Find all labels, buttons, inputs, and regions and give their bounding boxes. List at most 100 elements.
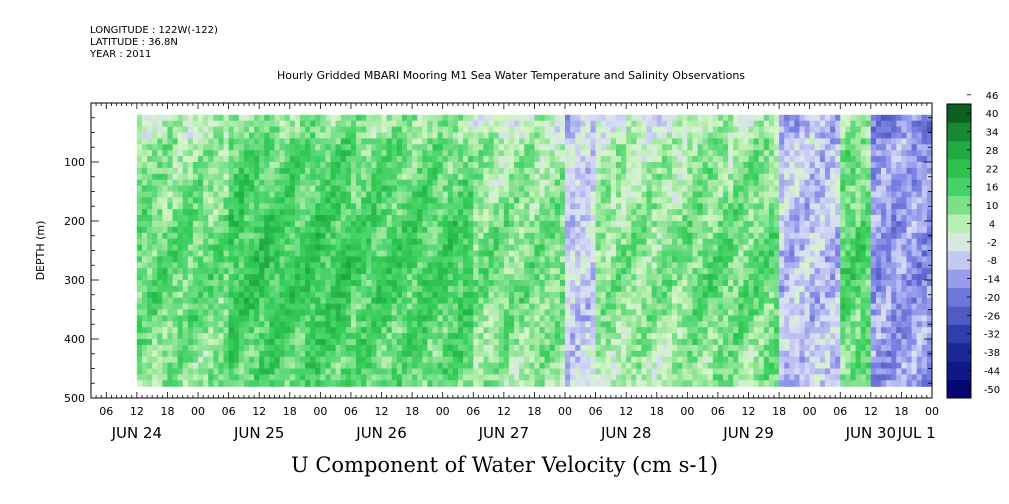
heatmap-cell: [641, 285, 648, 293]
heatmap-cell: [600, 203, 607, 210]
heatmap-cell: [152, 297, 158, 305]
heatmap-cell: [264, 339, 270, 346]
heatmap-cell: [254, 362, 260, 370]
heatmap-cell: [136, 256, 143, 263]
heatmap-cell: [325, 209, 332, 216]
heatmap-cell: [493, 215, 500, 222]
heatmap-cell: [223, 309, 230, 316]
heatmap-cell: [259, 321, 265, 328]
heatmap-cell: [274, 162, 281, 169]
heatmap-cell: [330, 256, 337, 263]
heatmap-cell: [284, 315, 291, 322]
heatmap-cell: [661, 327, 668, 334]
heatmap-cell: [356, 274, 362, 281]
heatmap-cell: [157, 144, 163, 151]
heatmap-cell: [498, 250, 505, 257]
heatmap-cell: [656, 221, 663, 228]
heatmap-cell: [289, 362, 296, 370]
heatmap-cell: [503, 339, 510, 346]
heatmap-cell: [427, 150, 434, 157]
heatmap-cell: [289, 374, 296, 381]
heatmap-cell: [656, 350, 663, 358]
heatmap-cell: [366, 291, 372, 299]
heatmap-cell: [310, 150, 316, 157]
heatmap-cell: [432, 297, 439, 305]
heatmap-cell: [529, 238, 536, 246]
heatmap-cell: [503, 315, 510, 322]
heatmap-cell: [376, 150, 383, 157]
heatmap-cell: [310, 268, 316, 275]
heatmap-cell: [544, 185, 551, 193]
heatmap-cell: [514, 114, 520, 122]
heatmap-cell: [442, 350, 449, 358]
heatmap-cell: [590, 144, 597, 151]
heatmap-cell: [330, 132, 337, 139]
heatmap-cell: [432, 309, 439, 316]
heatmap-cell: [468, 285, 474, 293]
heatmap-cell: [366, 197, 372, 204]
heatmap-cell: [371, 185, 378, 193]
heatmap-cell: [233, 120, 240, 128]
heatmap-cell: [457, 126, 464, 134]
heatmap-cell: [407, 303, 413, 311]
heatmap-cell: [167, 374, 174, 381]
heatmap-cell: [386, 315, 393, 322]
heatmap-cell: [544, 209, 551, 216]
heatmap-cell: [350, 144, 357, 151]
heatmap-cell: [192, 309, 199, 316]
heatmap-cell: [141, 114, 148, 122]
heatmap-cell: [437, 173, 444, 181]
heatmap-cell: [559, 138, 566, 145]
heatmap-cell: [498, 339, 505, 346]
heatmap-cell: [534, 356, 541, 364]
heatmap-cell: [595, 274, 602, 281]
heatmap-cell: [279, 114, 286, 122]
heatmap-cell: [141, 315, 148, 322]
heatmap-cell: [570, 167, 576, 175]
heatmap-cell: [580, 297, 587, 305]
heatmap-cell: [559, 144, 566, 151]
heatmap-cell: [432, 380, 439, 387]
heatmap-cell: [228, 209, 235, 216]
heatmap-cell: [345, 144, 352, 151]
heatmap-cell: [208, 179, 214, 187]
heatmap-cell: [534, 144, 541, 151]
heatmap-cell: [141, 221, 148, 228]
heatmap-cell: [274, 374, 281, 381]
heatmap-cell: [682, 221, 688, 228]
heatmap-cell: [284, 138, 291, 145]
heatmap-cell: [361, 356, 367, 364]
heatmap-cell: [442, 268, 449, 275]
heatmap-cell: [407, 327, 413, 334]
heatmap-cell: [345, 274, 352, 281]
heatmap-cell: [483, 291, 490, 299]
heatmap-cell: [498, 162, 505, 169]
heatmap-cell: [626, 368, 632, 375]
heatmap-cell: [590, 356, 597, 364]
heatmap-cell: [284, 256, 291, 263]
heatmap-cell: [615, 291, 622, 299]
heatmap-cell: [621, 120, 627, 128]
heatmap-cell: [340, 303, 347, 311]
heatmap-cell: [549, 162, 556, 169]
heatmap-cell: [254, 138, 260, 145]
heatmap-cell: [585, 203, 592, 210]
heatmap-cell: [136, 291, 143, 299]
heatmap-cell: [177, 380, 184, 387]
heatmap-cell: [651, 262, 658, 269]
heatmap-cell: [223, 126, 230, 134]
heatmap-cell: [192, 167, 199, 175]
heatmap-cell: [162, 339, 169, 346]
heatmap-cell: [223, 144, 230, 151]
heatmap-cell: [615, 126, 622, 134]
heatmap-cell: [590, 167, 597, 175]
heatmap-cell: [157, 179, 163, 187]
heatmap-cell: [269, 144, 276, 151]
heatmap-cell: [345, 333, 352, 340]
heatmap-cell: [473, 209, 479, 216]
heatmap-cell: [463, 238, 469, 246]
heatmap-cell: [264, 285, 270, 293]
heatmap-cell: [330, 244, 337, 252]
heatmap-cell: [412, 303, 418, 311]
heatmap-cell: [452, 291, 459, 299]
